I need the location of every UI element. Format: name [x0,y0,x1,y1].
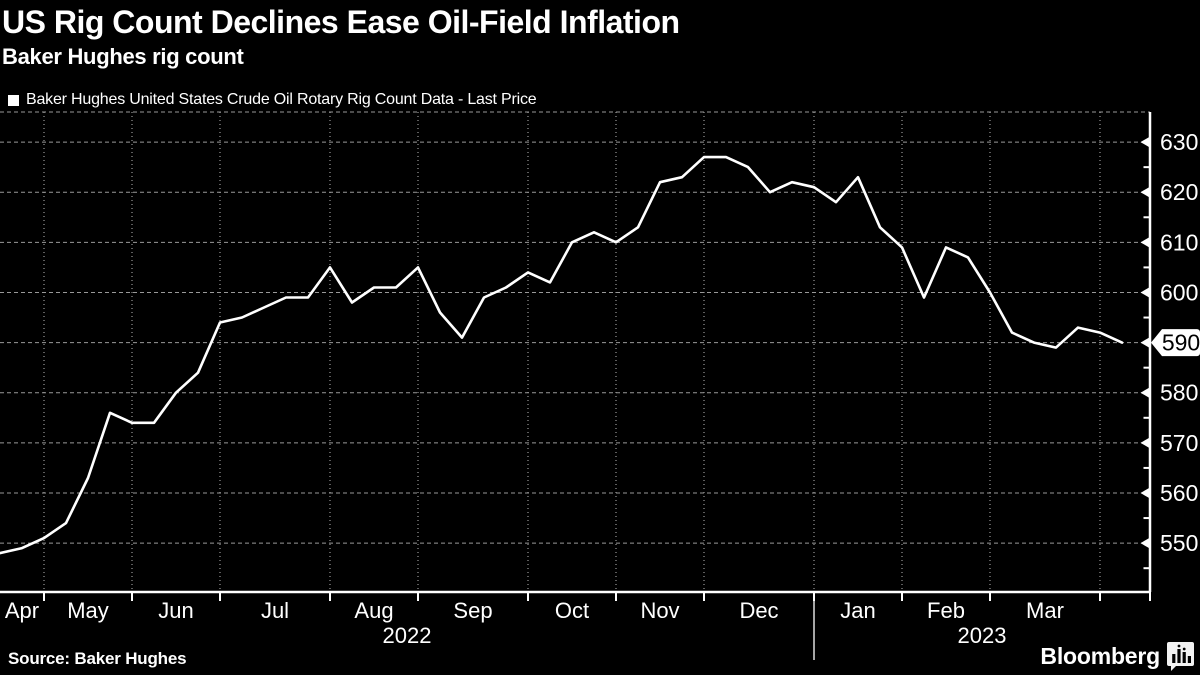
legend-swatch-icon [8,94,19,106]
y-tick-label: 560 [1160,480,1198,506]
y-tick-arrow-icon [1140,136,1150,148]
month-label: May [67,598,109,623]
month-label: Feb [927,598,965,623]
y-tick-label: 550 [1160,530,1198,556]
month-label: Sep [453,598,492,623]
source-attribution: Source: Baker Hughes [8,649,187,668]
year-label: 2022 [383,623,432,648]
y-tick-arrow-icon [1140,537,1150,549]
price-line [0,155,1124,555]
legend-label: Baker Hughes United States Crude Oil Rot… [26,91,537,108]
y-tick-arrow-icon [1140,286,1150,298]
y-tick-label: 610 [1160,229,1198,255]
month-label: Oct [555,598,589,623]
bloomberg-logo: Bloomberg [1040,641,1194,671]
month-label: Jan [840,598,875,623]
month-label: Jun [158,598,193,623]
bloomberg-terminal-icon [1167,642,1194,671]
y-tick-arrow-icon [1140,337,1150,349]
month-label: Apr [5,598,39,623]
chart-subtitle: Baker Hughes rig count [2,44,244,69]
y-tick-arrow-icon [1140,387,1150,399]
month-label: Nov [640,598,679,623]
month-label: Dec [739,598,778,623]
y-tick-label: 630 [1160,129,1198,155]
y-tick-label: 620 [1160,179,1198,205]
page-title: US Rig Count Declines Ease Oil-Field Inf… [2,4,680,40]
y-tick-arrow-icon [1140,186,1150,198]
y-tick-arrow-icon [1140,437,1150,449]
month-label: Jul [261,598,289,623]
last-price-tag [1151,329,1200,357]
year-label: 2023 [958,623,1007,648]
y-tick-label: 570 [1160,430,1198,456]
month-label: Mar [1026,598,1064,623]
y-tick-arrow-icon [1140,487,1150,499]
month-label: Aug [354,598,393,623]
chart-legend: Baker Hughes United States Crude Oil Rot… [8,91,537,109]
last-price-value: 590 [1162,330,1200,356]
y-tick-label: 600 [1160,279,1198,305]
bloomberg-wordmark: Bloomberg [1040,642,1160,669]
y-tick-label: 580 [1160,380,1198,406]
y-tick-arrow-icon [1140,236,1150,248]
